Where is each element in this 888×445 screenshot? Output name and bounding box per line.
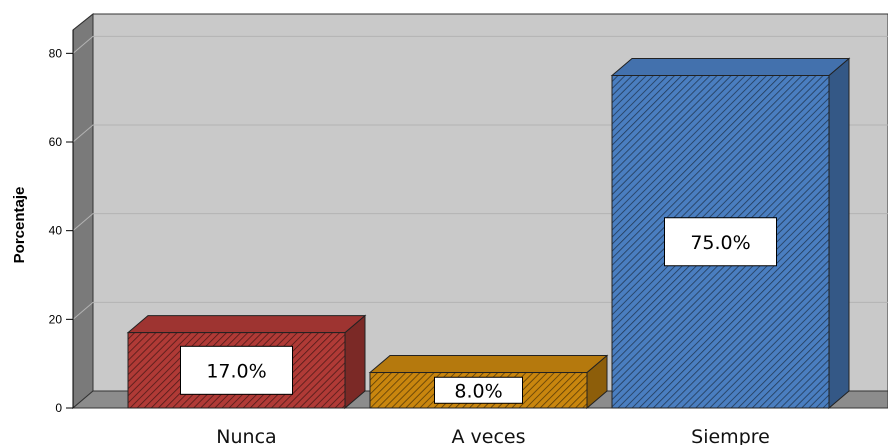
y-tick-label: 40 (49, 224, 63, 238)
y-tick-label: 60 (49, 135, 63, 149)
y-axis: 0 20 40 60 80 (49, 30, 74, 415)
bar-top-face (126, 315, 367, 334)
data-label-box (180, 345, 293, 395)
bar-top-face (368, 355, 609, 374)
data-label-text: 8.0% (454, 380, 502, 402)
data-label-box (434, 376, 523, 404)
data-label-nunca: 17.0% (180, 345, 293, 395)
data-label-text: 75.0% (690, 232, 750, 254)
x-tick-label-nunca: Nunca (216, 426, 276, 445)
x-axis: Nunca A veces Siempre (216, 426, 770, 445)
gridline (72, 35, 888, 54)
bar-side-face (828, 57, 850, 410)
bar-top-face (610, 58, 851, 77)
x-tick-label-a-veces: A veces (451, 426, 525, 445)
plot-top-edge (72, 13, 94, 31)
data-label-a-veces: 8.0% (434, 376, 523, 404)
y-tick-label: 20 (49, 312, 63, 326)
bar-a-veces: 8.0% (368, 354, 609, 410)
data-label-text: 17.0% (206, 360, 266, 382)
data-label-box (664, 217, 777, 267)
y-axis-title: Porcentaje (11, 187, 28, 264)
bar-siempre: 75.0% (610, 57, 851, 410)
y-tick-label: 0 (55, 401, 62, 415)
data-label-siempre: 75.0% (664, 217, 777, 267)
x-tick-label-siempre: Siempre (691, 426, 770, 445)
bar-nunca: 17.0% (126, 314, 367, 410)
y-tick-label: 80 (49, 46, 63, 60)
plot-left-wall (72, 12, 94, 410)
bars: 17.0% 8.0% 75.0% (126, 57, 851, 410)
